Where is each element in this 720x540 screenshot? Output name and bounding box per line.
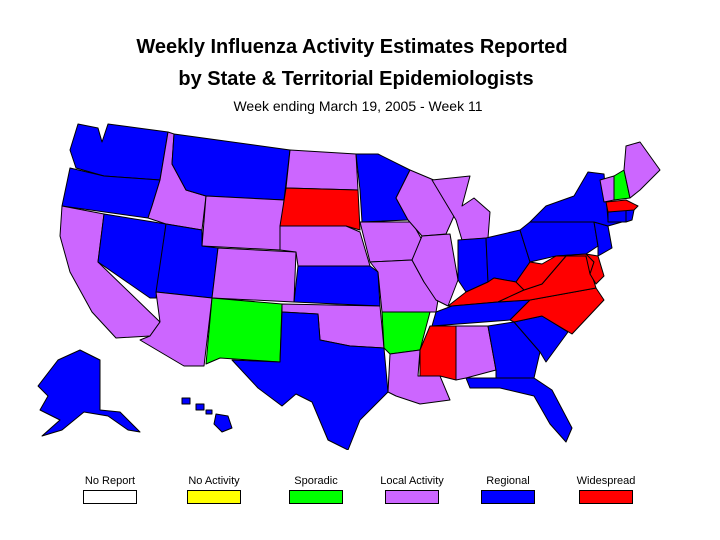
- legend-label: Regional: [486, 475, 530, 487]
- legend-item-regional: Regional: [458, 474, 558, 504]
- map-title: Weekly Influenza Activity Estimates Repo…: [136, 36, 568, 58]
- legend-swatch: [289, 490, 343, 504]
- state-IA[interactable]: [359, 221, 423, 263]
- state-MA[interactable]: [605, 199, 639, 213]
- state-HI-islet3: [205, 409, 213, 415]
- map-subtitle: Week ending March 19, 2005 - Week 11: [233, 98, 483, 114]
- legend-swatch: [385, 490, 439, 504]
- legend-swatch: [187, 490, 241, 504]
- state-LA[interactable]: [387, 349, 451, 405]
- state-MS[interactable]: [419, 325, 457, 381]
- legend-label: Local Activity: [380, 475, 444, 487]
- state-TX[interactable]: [231, 311, 389, 450]
- state-RI[interactable]: [625, 209, 635, 223]
- legend-item-no-activity: No Activity: [164, 474, 264, 504]
- state-MI[interactable]: [431, 175, 491, 241]
- legend-swatch: [481, 490, 535, 504]
- state-HI-islet2: [181, 397, 191, 405]
- state-KS[interactable]: [293, 265, 381, 307]
- state-ND[interactable]: [285, 149, 359, 191]
- legend-swatch: [579, 490, 633, 504]
- state-NM[interactable]: [205, 297, 283, 365]
- state-ME[interactable]: [623, 141, 661, 199]
- legend-swatch: [83, 490, 137, 504]
- state-IL[interactable]: [411, 233, 459, 307]
- state-HI[interactable]: [213, 413, 233, 433]
- state-NV[interactable]: [97, 213, 167, 299]
- legend-item-widespread: Widespread: [556, 474, 656, 504]
- state-WY[interactable]: [201, 195, 285, 251]
- legend-label: Widespread: [576, 475, 636, 487]
- legend-item-no-report: No Report: [60, 474, 160, 504]
- state-FL[interactable]: [465, 377, 573, 443]
- legend-label: No Report: [84, 475, 136, 487]
- legend-item-sporadic: Sporadic: [266, 474, 366, 504]
- state-NJ[interactable]: [593, 221, 613, 257]
- state-AL[interactable]: [455, 325, 497, 381]
- us-state-map: [37, 123, 661, 450]
- state-AK[interactable]: [37, 349, 141, 437]
- state-SD[interactable]: [279, 187, 361, 231]
- state-HI-islet1: [195, 403, 205, 411]
- legend-label: Sporadic: [294, 475, 338, 487]
- state-CO[interactable]: [211, 247, 297, 303]
- map-title-line2: by State & Territorial Epidemiologists: [178, 68, 534, 90]
- legend-label: No Activity: [188, 475, 240, 487]
- state-MT[interactable]: [171, 133, 291, 201]
- map-legend: No Report No Activity Sporadic Local Act…: [60, 474, 680, 514]
- legend-item-local-activity: Local Activity: [362, 474, 462, 504]
